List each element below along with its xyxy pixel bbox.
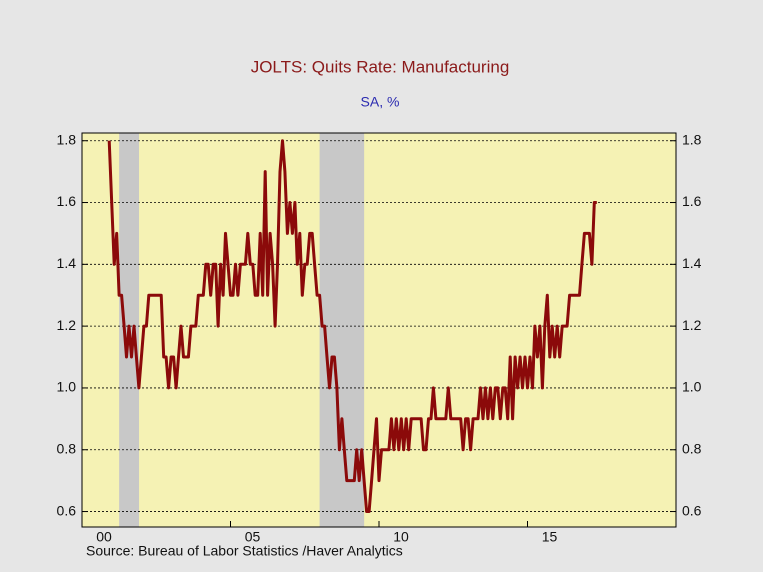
source-note: Source: Bureau of Labor Statistics /Have… bbox=[86, 543, 403, 559]
x-tick-label: 00 bbox=[96, 529, 112, 545]
y2-tick-label: 1.0 bbox=[682, 379, 702, 395]
y-tick-label: 1.4 bbox=[57, 255, 77, 271]
chart-subtitle: SA, % bbox=[361, 94, 400, 110]
y-tick-label: 1.6 bbox=[57, 193, 77, 209]
y2-tick-label: 1.2 bbox=[682, 317, 702, 333]
y-tick-label: 1.2 bbox=[57, 317, 77, 333]
x-tick-label: 10 bbox=[393, 529, 409, 545]
chart-title: JOLTS: Quits Rate: Manufacturing bbox=[251, 57, 510, 76]
x-tick-label: 05 bbox=[245, 529, 261, 545]
plot-frame bbox=[81, 132, 677, 528]
y-tick-label: 1.8 bbox=[57, 131, 77, 147]
data-line bbox=[107, 139, 597, 513]
y-tick-label: 0.8 bbox=[57, 440, 77, 456]
y2-tick-label: 1.4 bbox=[682, 255, 702, 271]
x-tick-label: 15 bbox=[542, 529, 558, 545]
y2-tick-label: 0.6 bbox=[682, 502, 702, 518]
y2-tick-label: 1.6 bbox=[682, 193, 702, 209]
y-tick-label: 1.0 bbox=[57, 379, 77, 395]
y2-tick-label: 0.8 bbox=[682, 440, 702, 456]
y2-tick-label: 1.8 bbox=[682, 131, 702, 147]
y-tick-label: 0.6 bbox=[57, 502, 77, 518]
